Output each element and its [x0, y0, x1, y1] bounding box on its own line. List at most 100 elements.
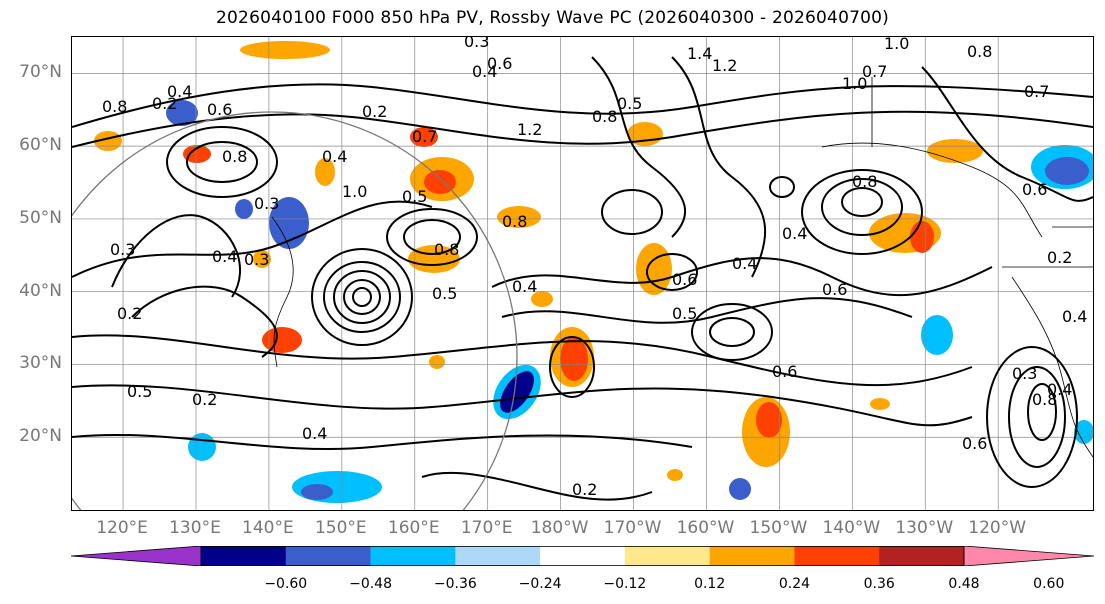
shading-positive-blob: [667, 469, 683, 481]
contour-label: 0.6: [1022, 180, 1047, 199]
shading-positive-blob: [262, 327, 302, 353]
contour-label: 0.3: [464, 37, 489, 51]
shading-negative-blob: [1074, 420, 1093, 444]
shading-positive-blob: [756, 402, 782, 438]
contour-line: [501, 297, 913, 324]
contour-line: [646, 253, 698, 291]
latitude-label: 60°N: [19, 135, 62, 156]
contour-label: 0.4: [732, 254, 757, 273]
contour-label: 0.8: [852, 172, 877, 191]
colorbar: [71, 546, 1094, 566]
contour-label: 0.4: [472, 62, 497, 81]
contour-line: [821, 178, 903, 236]
colorbar-segment: [455, 546, 541, 566]
shading-negative-blob: [166, 100, 198, 126]
contour-label: 0.5: [402, 187, 427, 206]
latitude-label: 40°N: [19, 280, 62, 301]
colorbar-tick-label: 0.60: [1033, 576, 1065, 592]
colorbar-extend-low: [71, 546, 202, 566]
colorbar-segment: [709, 546, 795, 566]
contour-line: [311, 248, 413, 346]
shading-positive-blob: [531, 291, 553, 307]
contour-labels: 0.30.41.41.21.00.60.80.51.20.20.40.60.8 0…: [102, 37, 1087, 499]
contour-label: 1.2: [712, 56, 737, 75]
pv-contour-layer: [72, 56, 1093, 501]
contour-label: 0.8: [222, 147, 247, 166]
shading-positive-blob: [870, 398, 890, 410]
contour-line: [72, 433, 693, 451]
contour-line: [323, 261, 401, 333]
contour-label: 0.8: [502, 212, 527, 231]
colorbar-tick-label: −0.12: [603, 576, 647, 592]
contour-label: 0.8: [1032, 390, 1057, 409]
contour-line: [421, 471, 653, 501]
contour-line: [491, 257, 993, 297]
contour-label: 0.5: [432, 284, 457, 303]
shading-positive-blob: [910, 221, 934, 253]
coastline-layer: [271, 77, 1093, 458]
colorbar-tick-label: −0.60: [264, 576, 308, 592]
contour-line: [769, 176, 795, 198]
contour-label: 0.4: [1062, 307, 1087, 326]
colorbar-tick-label: 0.12: [694, 576, 726, 592]
shading-negative-blob: [500, 371, 534, 413]
contour-line: [352, 287, 372, 307]
contour-label: 1.0: [842, 74, 867, 93]
shading-positive-blob: [183, 145, 211, 163]
contour-label: 0.2: [192, 390, 217, 409]
latitude-label: 70°N: [19, 62, 62, 83]
contour-line: [333, 270, 391, 324]
contour-line: [166, 126, 278, 198]
colorbar-segment: [624, 546, 711, 566]
colorbar-extend-high: [963, 546, 1094, 566]
latitude-label: 30°N: [19, 353, 62, 374]
colorbar-tick-label: −0.36: [433, 576, 477, 592]
contour-line: [801, 169, 923, 255]
contour-line: [343, 279, 381, 315]
shading-positive-blob: [636, 243, 672, 295]
contour-line: [1027, 383, 1057, 441]
contour-label: 0.8: [434, 240, 459, 259]
contour-label: 0.3: [244, 250, 269, 269]
latitude-label: 20°N: [19, 426, 62, 447]
shading-positive-blob: [560, 337, 588, 381]
longitude-label: 150°E: [314, 518, 367, 538]
contour-label: 0.7: [1024, 82, 1049, 101]
contour-label: 0.4: [302, 424, 327, 443]
contour-label: 0.6: [207, 100, 232, 119]
contour-line: [671, 56, 767, 278]
contour-line: [986, 346, 1078, 488]
contour-label: 0.3: [1012, 364, 1037, 383]
contour-label: 0.2: [117, 304, 142, 323]
longitude-label: 140°W: [822, 518, 881, 538]
contour-label: 0.4: [322, 147, 347, 166]
contour-label: 0.7: [862, 62, 887, 81]
colorbar-tick-label: 0.48: [948, 576, 980, 592]
map-plot-area: 0.30.41.41.21.00.60.80.51.20.20.40.60.8 0…: [72, 37, 1093, 510]
shading-negative-blob: [921, 315, 953, 355]
longitude-label: 120°E: [96, 518, 148, 538]
contour-line: [549, 336, 595, 398]
shading-positive-blob: [497, 206, 541, 228]
shading-negative-blob: [301, 484, 333, 500]
contour-label: 0.2: [1047, 248, 1072, 267]
colorbar-segment: [370, 546, 456, 566]
contour-label: 0.7: [412, 127, 437, 146]
longitude-label: 120°W: [968, 518, 1027, 538]
contour-label: 0.5: [617, 94, 642, 113]
contour-label: 0.8: [102, 97, 127, 116]
colorbar-outline: [200, 546, 965, 566]
contour-line: [403, 219, 461, 255]
contour-label: 0.4: [512, 277, 537, 296]
contour-line: [709, 317, 755, 347]
contour-label: 0.2: [152, 94, 177, 113]
contour-line: [1008, 366, 1066, 468]
contour-line: [72, 110, 1093, 148]
shading-positive-blob: [240, 41, 330, 59]
colorbar-segment: [285, 546, 372, 566]
shading-negative-blob: [235, 199, 253, 219]
contour-line: [72, 200, 433, 278]
contour-label: 0.5: [127, 382, 152, 401]
shading-positive-blob: [253, 250, 271, 268]
contour-line: [131, 285, 278, 358]
